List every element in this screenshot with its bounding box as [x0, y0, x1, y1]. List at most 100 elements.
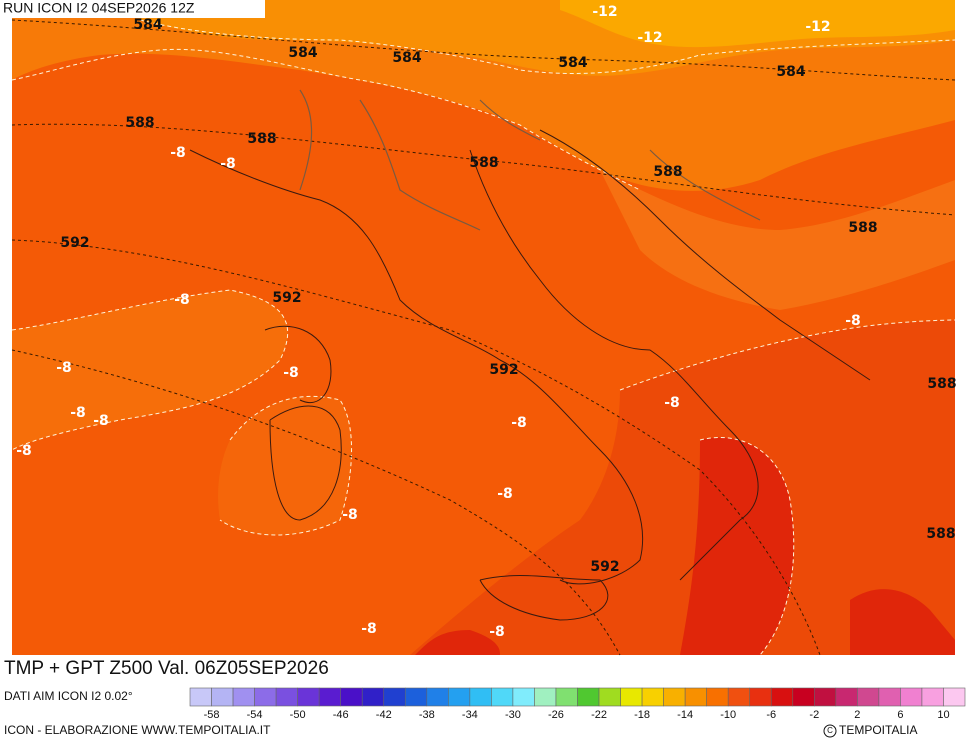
contour-label: -8 [174, 292, 190, 308]
colorbar-tick-label: -34 [462, 709, 478, 721]
colorbar-cell [878, 687, 901, 707]
contour-label: -8 [342, 507, 358, 523]
map-title: TMP + GPT Z500 Val. 06Z05SEP2026 [4, 658, 329, 679]
colorbar-tick-label: -38 [419, 709, 435, 721]
contour-label: 592 [489, 362, 518, 378]
colorbar-tick-label: -26 [548, 709, 564, 721]
colorbar-cell [318, 687, 341, 707]
contour-label: 584 [392, 50, 421, 66]
contour-label: -8 [220, 156, 236, 172]
colorbar-cell [857, 687, 880, 707]
colorbar-cell [211, 687, 234, 707]
data-source: DATI AIM ICON I2 0.02° [4, 689, 133, 703]
colorbar-cell [361, 687, 385, 707]
contour-label: -8 [93, 413, 109, 429]
colorbar-cell [900, 687, 923, 707]
colorbar-cell [383, 687, 406, 707]
contour-labels: 584 -12 -12 -12 584 584 584 584 588 588 -8 -8 588 588… [16, 4, 956, 640]
contour-label: 592 [272, 290, 301, 306]
colorbar-cell [189, 687, 212, 707]
height-contour [11, 19, 956, 81]
colorbar-tick-label: -14 [677, 709, 693, 721]
contour-label: -8 [489, 624, 505, 640]
colorbar-cell [663, 687, 686, 707]
colorbar-cell [835, 687, 858, 707]
contour-label: -8 [16, 443, 32, 459]
colorbar-cell [297, 687, 320, 707]
contour-label: 584 [558, 55, 587, 71]
logo: TEMPOITALIA [839, 723, 917, 737]
balkan-band [600, 170, 955, 310]
colorbar-cell [641, 687, 664, 707]
contour-label: 584 [776, 64, 805, 80]
height-contour [11, 349, 621, 656]
colorbar: -58 -54 -50 -46 -42 -38 -34 -30 -26 -22 -18 -14 -10-… [189, 687, 966, 721]
contour-label: -8 [664, 395, 680, 411]
border [299, 89, 761, 231]
run-box [0, 0, 265, 18]
colorbar-cell [770, 687, 794, 707]
isotherm [699, 437, 795, 656]
colorbar-tick-label: 6 [897, 709, 903, 721]
copyright-c: C [827, 726, 833, 735]
contour-label: 584 [288, 45, 317, 61]
contour-label: -8 [70, 405, 86, 421]
colorbar-cell [814, 687, 837, 707]
colorbar-cell [340, 687, 363, 707]
colorbar-tick-label: 2 [854, 709, 860, 721]
isotherm [11, 48, 641, 191]
contour-label: 588 [469, 155, 498, 171]
contour-label: -12 [592, 4, 617, 20]
contour-label: -8 [497, 486, 513, 502]
colorbar-cell [943, 687, 966, 707]
contour-label: -8 [511, 415, 527, 431]
colorbar-cell [684, 687, 707, 707]
contour-label: 592 [590, 559, 619, 575]
contour-label: -12 [637, 30, 662, 46]
colorbar-cell [598, 687, 621, 707]
colorbar-cell [792, 687, 815, 707]
south-hot [415, 630, 500, 655]
colorbar-cell [727, 687, 751, 707]
isotherm [219, 395, 353, 536]
contour-label: -12 [805, 19, 830, 35]
height-contour [11, 123, 956, 216]
contour-label: -8 [845, 313, 861, 329]
coastline [189, 129, 871, 621]
calabria-hot [680, 437, 794, 655]
colorbar-tick-label: 10 [937, 709, 949, 721]
colorbar-cell [512, 687, 535, 707]
colorbar-cell [577, 687, 600, 707]
colorbar-cell [469, 687, 492, 707]
colorbar-cell [232, 687, 255, 707]
colorbar-tick-label: -2 [809, 709, 819, 721]
run-label: RUN ICON I2 04SEP2026 12Z [3, 0, 195, 16]
contour-label: 588 [926, 526, 955, 542]
colorbar-tick-label: -18 [634, 709, 650, 721]
contour-label: 588 [247, 131, 276, 147]
contour-label: 592 [60, 235, 89, 251]
colorbar-tick-label: -46 [333, 709, 349, 721]
credit: ICON - ELABORAZIONE WWW.TEMPOITALIA.IT [4, 723, 271, 737]
greece-hot [850, 589, 955, 655]
north-light-band [560, 0, 955, 48]
title-box [0, 655, 413, 683]
colorbar-cell [921, 687, 944, 707]
colorbar-cell [275, 687, 298, 707]
contour-label: -8 [56, 360, 72, 376]
colorbar-tick-label: -22 [591, 709, 607, 721]
copyright-icon [823, 724, 837, 738]
colorbar-tick-label: -50 [290, 709, 306, 721]
contour-label: 588 [125, 115, 154, 131]
isotherm [139, 19, 956, 74]
colorbar-tick-label: -42 [376, 709, 392, 721]
colorbar-tick-label: -54 [247, 709, 263, 721]
colorbar-cell [426, 687, 449, 707]
colorbar-cell [534, 687, 557, 707]
colorbar-cell [254, 687, 277, 707]
south-east-warm [410, 320, 955, 655]
isotherm [11, 289, 289, 451]
sardinia-patch [218, 396, 352, 535]
